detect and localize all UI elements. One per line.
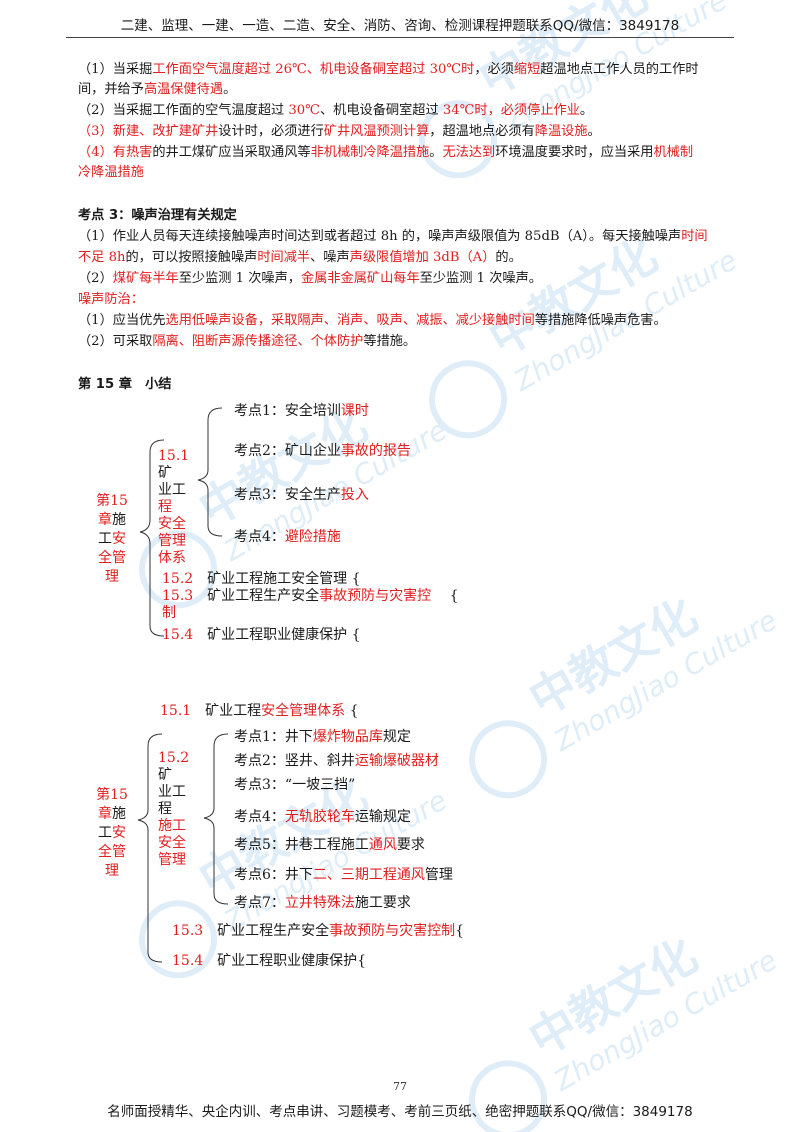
map1-sub-brace <box>197 407 223 537</box>
noise-rule-2: （2）煤矿每半年至少监测 1 次噪声，金属非金属矿山每年至少监测 1 次噪声。 <box>78 271 542 286</box>
map2-main-brace <box>137 733 163 963</box>
map1-section-15-3-cont: 制 <box>162 605 176 621</box>
map1-main-brace <box>139 439 165 637</box>
noise-rule-1-cont: 不足 8h的，可以按照接触噪声时间减半、噪声声级限值增加 3dB（A）的。 <box>78 250 522 265</box>
map1-section-15-3: 15.3 矿业工程生产安全事故预防与灾害控 { <box>162 588 459 604</box>
map2-point-6: 考点6：井下二、三期工程通风管理 <box>234 867 453 883</box>
noise-prevention-1: （1）应当优先选用低噪声设备，采取隔声、消声、吸声、减振、减少接触时间等措施降低… <box>78 313 667 328</box>
page-header: 二建、监理、一建、一造、二造、安全、消防、咨询、检测课程押题联系QQ/微信：38… <box>120 18 680 34</box>
noise-prevention-label: 噪声防治： <box>78 292 144 307</box>
map2-section-15-2: 15.2 矿 业工 程 施工 安全 管理 <box>158 750 190 868</box>
map2-chapter-node: 第15 章施 工安 全管 理 <box>96 787 128 879</box>
map2-section-15-4: 15.4 矿业工程职业健康保护{ <box>172 953 367 969</box>
temperature-rule-4-cont: 冷降温措施 <box>78 165 144 180</box>
noise-prevention-2: （2）可采取隔离、阻断声源传播途径、个体防护等措施。 <box>78 334 417 349</box>
noise-rule-1: （1）作业人员每天连续接触噪声时间达到或者超过 8h 的，噪声声级限值为 85d… <box>78 229 708 244</box>
map2-point-1: 考点1：井下爆炸物品库规定 <box>234 729 411 745</box>
summary-title: 第 15 章 小结 <box>78 377 172 392</box>
map1-point-1: 考点1：安全培训课时 <box>234 403 369 419</box>
map2-section-15-3: 15.3 矿业工程生产安全事故预防与灾害控制{ <box>172 923 465 939</box>
temperature-rule-1: （1）当采掘工作面空气温度超过 26℃、机电设备硐室超过 30℃时，必须缩短超温… <box>78 62 699 77</box>
map2-point-4: 考点4：无轨胶轮车运输规定 <box>234 809 411 825</box>
map1-point-2: 考点2：矿山企业事故的报告 <box>234 443 411 459</box>
map2-point-2: 考点2：竖井、斜井运输爆破器材 <box>234 753 439 769</box>
temperature-rule-4: （4）有热害的井工煤矿应当采取通风等非机械制冷降温措施。无法达到环境温度要求时，… <box>78 145 694 160</box>
temperature-rule-3: （3）新建、改扩建矿井设计时，必须进行矿井风温预测计算，超温地点必须有降温设施。 <box>78 124 601 139</box>
temperature-rule-1-cont: 间，并给予高温保健待遇。 <box>78 82 237 97</box>
map2-point-7: 考点7：立井特殊法施工要求 <box>234 895 411 911</box>
header-rule <box>66 37 734 38</box>
map1-section-15-2: 15.2 矿业工程施工安全管理 { <box>162 571 361 587</box>
map2-section-15-1: 15.1 矿业工程安全管理体系 { <box>160 703 359 719</box>
map1-section-15-4: 15.4 矿业工程职业健康保护 { <box>162 627 361 643</box>
map2-point-3: 考点3：“一坡三挡” <box>234 777 356 793</box>
page-number: 77 <box>393 1080 407 1093</box>
temperature-rule-2: （2）当采掘工作面的空气温度超过 30℃、机电设备硐室超过 34℃时，必须停止作… <box>78 103 594 118</box>
map1-section-15-1: 15.1 矿 业工 程 安全 管理 体系 <box>158 448 190 566</box>
map1-point-4: 考点4：避险措施 <box>234 529 341 545</box>
map2-point-5: 考点5：井巷工程施工通风要求 <box>234 837 425 853</box>
map1-point-3: 考点3：安全生产投入 <box>234 487 369 503</box>
map2-sub-brace <box>203 733 229 905</box>
noise-section-title: 考点 3：噪声治理有关规定 <box>78 208 237 223</box>
page-footer: 名师面授精华、央企内训、考点串讲、习题模考、考前三页纸、绝密押题联系QQ/微信：… <box>107 1104 693 1120</box>
map1-chapter-node: 第15 章施 工安 全管 理 <box>96 493 128 585</box>
